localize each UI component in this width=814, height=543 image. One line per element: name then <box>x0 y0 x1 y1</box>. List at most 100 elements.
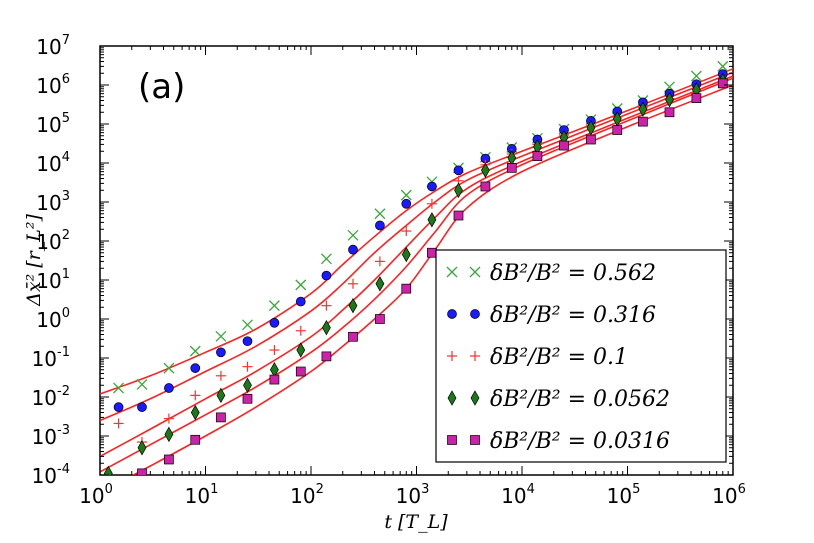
fit-line-series-2 <box>100 71 733 422</box>
x-tick-label: 102 <box>290 482 324 508</box>
data-point-series-2 <box>113 402 124 412</box>
x-tick-exponent: 0 <box>105 482 113 497</box>
data-point-series-2 <box>348 244 358 255</box>
x-tick-label: 101 <box>185 482 219 508</box>
data-point-series-1-stroke <box>163 362 175 374</box>
legend-marker-series-4 <box>447 390 457 406</box>
data-point-series-2 <box>164 383 174 393</box>
data-point-series-5 <box>453 210 464 221</box>
data-point-series-1 <box>215 330 227 342</box>
x-tick-label: 106 <box>712 482 746 508</box>
y-tick-exponent: 2 <box>62 228 70 243</box>
data-point-series-3 <box>401 226 412 237</box>
data-point-series-3 <box>269 345 280 356</box>
legend-marker-series-1-stroke <box>446 266 458 278</box>
data-point-series-1-stroke <box>717 60 729 72</box>
data-point-series-1-stroke <box>268 300 280 312</box>
legend-box <box>435 249 727 463</box>
data-point-series-5 <box>164 454 174 465</box>
data-point-series-3 <box>321 300 332 311</box>
legend-marker-series-1 <box>446 266 458 278</box>
data-point-series-5 <box>717 78 728 89</box>
data-point-series-3 <box>426 198 437 209</box>
data-point-series-1-stroke <box>664 81 675 93</box>
legend-marker-series-5 <box>447 435 457 445</box>
fit-lines <box>100 68 733 475</box>
data-point-series-3 <box>295 325 306 336</box>
y-tick-exponent: 7 <box>62 33 70 48</box>
data-point-series-5 <box>427 247 437 258</box>
data-point-series-4 <box>348 297 358 314</box>
y-tick-label: 100 <box>36 306 70 332</box>
x-tick-exponent: 3 <box>421 482 429 497</box>
y-tick-label: 10-2 <box>32 384 70 410</box>
data-point-series-1-stroke <box>136 378 148 390</box>
y-tick-label: 10-3 <box>32 423 70 449</box>
data-point-series-4 <box>375 276 385 292</box>
data-point-series-3 <box>374 256 385 267</box>
x-tick-exponent: 5 <box>632 482 640 497</box>
data-point-series-5 <box>664 107 675 118</box>
data-point-series-4 <box>481 162 490 179</box>
legend-marker-series-4 <box>470 390 480 406</box>
data-point-series-5 <box>375 314 385 324</box>
y-tick-exponent: -3 <box>57 423 70 438</box>
y-tick-label: 104 <box>36 150 70 176</box>
y-tick-exponent: 4 <box>62 150 70 165</box>
data-point-series-1-stroke <box>242 319 253 331</box>
data-point-series-5 <box>506 163 517 173</box>
data-point-series-5 <box>137 468 147 475</box>
data-point-series-4 <box>638 101 648 117</box>
data-point-series-3 <box>163 413 174 424</box>
y-axis-label: Δx̄² [r_L²] <box>23 214 45 307</box>
data-point-series-1 <box>113 382 125 394</box>
data-point-series-5 <box>295 366 306 377</box>
data-point-series-1-stroke <box>347 229 359 241</box>
data-point-series-2 <box>401 198 412 209</box>
fit-line-series-5 <box>131 84 733 475</box>
data-point-series-2 <box>190 363 201 373</box>
fit-line-series-1 <box>100 68 733 395</box>
data-point-series-1-stroke <box>189 345 201 357</box>
data-point-series-5 <box>586 134 596 145</box>
data-point-series-1-stroke <box>215 330 227 342</box>
data-point-series-1 <box>374 208 386 220</box>
data-point-series-1-stroke <box>374 208 386 220</box>
legend-marker-series-2 <box>470 309 480 319</box>
data-point-series-4 <box>243 377 252 393</box>
y-tick-label: 103 <box>36 189 70 215</box>
x-tick-label: 104 <box>501 482 535 508</box>
data-point-series-1-stroke <box>400 189 412 201</box>
legend-marker-series-1 <box>469 266 481 278</box>
data-point-series-4 <box>665 91 674 108</box>
x-tick-exponent: 4 <box>527 482 535 497</box>
data-point-series-1-stroke <box>320 253 332 265</box>
data-point-series-5 <box>401 283 412 294</box>
legend-marker-series-3 <box>447 351 457 361</box>
legend-label-series-3: δB²/B² = 0.1 <box>490 345 628 370</box>
data-point-series-4 <box>103 465 113 475</box>
y-tick-exponent: -4 <box>57 462 70 477</box>
data-point-series-5 <box>612 125 623 135</box>
legend-label-series-4: δB²/B² = 0.0562 <box>490 387 670 412</box>
data-point-series-1 <box>242 319 253 331</box>
data-point-series-3 <box>242 361 253 372</box>
x-tick-exponent: 6 <box>738 482 746 497</box>
legend-marker-series-1-stroke <box>469 266 481 278</box>
data-point-series-1 <box>690 70 702 82</box>
data-point-series-5 <box>559 140 569 151</box>
data-point-series-2 <box>242 336 253 347</box>
legend-marker-series-5 <box>470 435 480 445</box>
data-point-series-1 <box>189 345 201 357</box>
data-point-series-2 <box>137 402 147 412</box>
axis-tick-labels: 100 101 102 103 104 105 10610-410-310-210-1100… <box>32 33 746 508</box>
data-point-series-3 <box>190 390 201 401</box>
legend-label-series-2: δB²/B² = 0.316 <box>490 303 656 328</box>
legend-label-series-1: δB²/B² = 0.562 <box>490 261 656 286</box>
data-point-series-5 <box>691 93 702 104</box>
data-point-series-1 <box>347 229 359 241</box>
data-point-series-1 <box>163 362 175 374</box>
data-point-series-5 <box>480 181 491 192</box>
fit-line-series-4 <box>100 77 733 473</box>
